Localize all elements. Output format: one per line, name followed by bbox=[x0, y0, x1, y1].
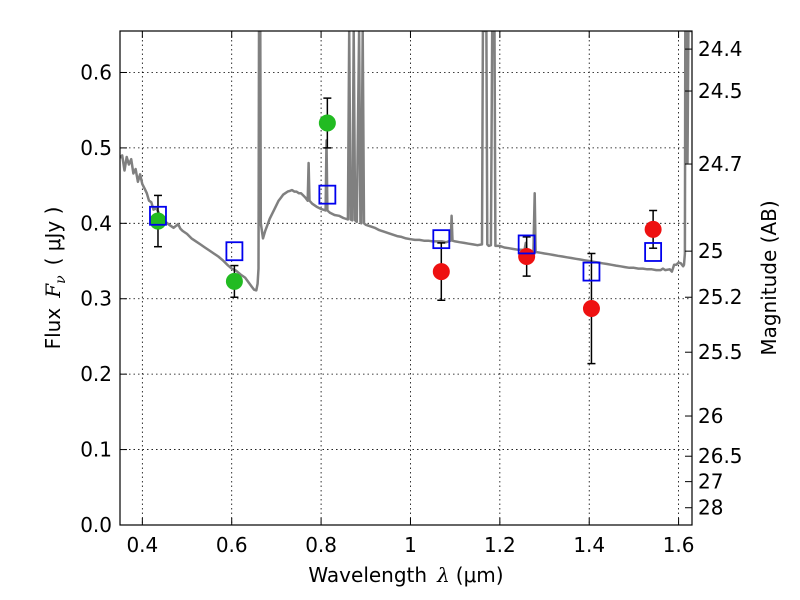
model-point-square bbox=[149, 205, 167, 226]
grid bbox=[120, 31, 692, 526]
data-point-circle bbox=[225, 272, 243, 290]
model-point-square bbox=[318, 184, 337, 205]
y2-tick-label: 24.5 bbox=[698, 79, 743, 103]
data-point-circle bbox=[432, 263, 450, 281]
y2-axis-label: Magnitude (AB) bbox=[757, 200, 781, 355]
y-tick-label: 0.0 bbox=[80, 513, 112, 537]
y-tick-label: 0.2 bbox=[80, 362, 112, 386]
y-axis-label: FluxFν( μJy ) bbox=[41, 207, 69, 350]
y2-tick-label: 26.5 bbox=[698, 444, 743, 468]
x-tick-label: 1.2 bbox=[484, 533, 516, 557]
x-tick-label: 1 bbox=[404, 533, 417, 557]
y2-tick-label: 28 bbox=[698, 496, 723, 520]
y2-tick-label: 24.7 bbox=[698, 152, 743, 176]
x-tick-label: 1.4 bbox=[573, 533, 605, 557]
y2-tick-label: 24.4 bbox=[698, 37, 743, 61]
spectrum-line bbox=[120, 31, 692, 292]
data-point-circle bbox=[318, 114, 336, 132]
y2-tick-label: 26 bbox=[698, 404, 723, 428]
x-tick-label: 0.8 bbox=[305, 533, 337, 557]
y-tick-label: 0.6 bbox=[80, 60, 112, 84]
x-axis-label: Wavelength λ (μm) bbox=[308, 563, 503, 587]
y-tick-label: 0.4 bbox=[80, 211, 112, 235]
axis-ticks: 0.4 0.6 0.8 1 1.2 1.4 1.6 0.0 0.1 0.2 0.3 0.4 0.5 0.6… bbox=[80, 31, 743, 557]
model-spectrum bbox=[120, 31, 692, 292]
plot-frame bbox=[119, 30, 693, 526]
y2-tick-label: 27 bbox=[698, 470, 723, 494]
x-tick-label: 0.6 bbox=[216, 533, 248, 557]
y-tick-label: 0.5 bbox=[80, 136, 112, 160]
x-tick-label: 1.6 bbox=[663, 533, 695, 557]
model-point-square bbox=[517, 234, 536, 255]
model-point-square bbox=[432, 229, 451, 250]
data-points bbox=[149, 97, 663, 365]
data-point-circle bbox=[644, 220, 662, 238]
data-point-circle bbox=[582, 300, 600, 318]
y2-tick-label: 25.2 bbox=[698, 285, 743, 309]
model-point-square bbox=[582, 261, 601, 282]
y2-tick-label: 25.5 bbox=[698, 340, 743, 364]
y-tick-label: 0.3 bbox=[80, 287, 112, 311]
model-point-square bbox=[225, 241, 244, 262]
data-point-circle bbox=[518, 248, 536, 266]
y2-tick-label: 25 bbox=[698, 239, 723, 263]
model-point-square bbox=[644, 242, 663, 262]
y-tick-label: 0.1 bbox=[80, 438, 112, 462]
data-point-circle bbox=[149, 212, 167, 230]
x-tick-label: 0.4 bbox=[126, 533, 158, 557]
